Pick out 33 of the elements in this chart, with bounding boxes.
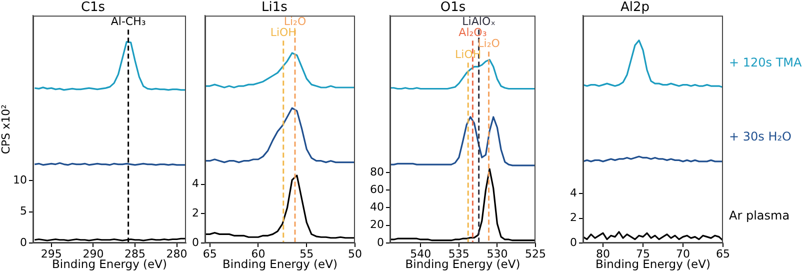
ref-line-label: Al₂O₃: [458, 26, 487, 39]
y-tick-label: 4: [570, 186, 577, 200]
y-tick-label: 60: [370, 182, 384, 196]
series-label: Ar plasma: [729, 208, 790, 223]
chart-title: C1s: [80, 0, 106, 16]
y-tick-label: 2: [192, 206, 199, 220]
ref-line-label: Li₂O: [478, 36, 500, 50]
y-tick-label: 0: [377, 236, 384, 249]
chart-title: Al2p: [620, 0, 650, 16]
x-tick-label: 280: [166, 247, 188, 260]
ref-line-label: LiAlOₓ: [462, 14, 496, 28]
ref-line-label: Li₂O: [284, 14, 306, 28]
y-tick-label: 40: [370, 200, 384, 214]
y-axis-title: CPS x10²: [0, 104, 12, 154]
y-tick-label: 20: [370, 218, 384, 232]
y-tick-label: 80: [370, 165, 384, 178]
x-tick-label: 525: [525, 247, 546, 260]
x-tick-label: 50: [348, 247, 362, 260]
x-tick-label: 65: [716, 247, 730, 260]
chart-title: O1s: [440, 0, 466, 16]
y-tick-label: 10: [13, 173, 27, 186]
y-tick-label: 0: [20, 236, 27, 249]
y-tick-label: 0: [570, 236, 577, 249]
x-tick-label: 65: [202, 247, 217, 260]
ref-line-label: LiOH: [270, 26, 296, 39]
y-tick-label: 4: [192, 177, 199, 190]
y-tick-label: 0: [192, 236, 199, 249]
series-label: + 120s TMA: [729, 55, 803, 70]
ref-line-label: Al-CH₃: [110, 14, 146, 28]
chart-title: Li1s: [262, 0, 288, 16]
y-tick-label: 2: [570, 211, 577, 224]
series-label: + 30s H₂O: [729, 130, 792, 144]
y-tick-label: 5: [20, 204, 27, 218]
